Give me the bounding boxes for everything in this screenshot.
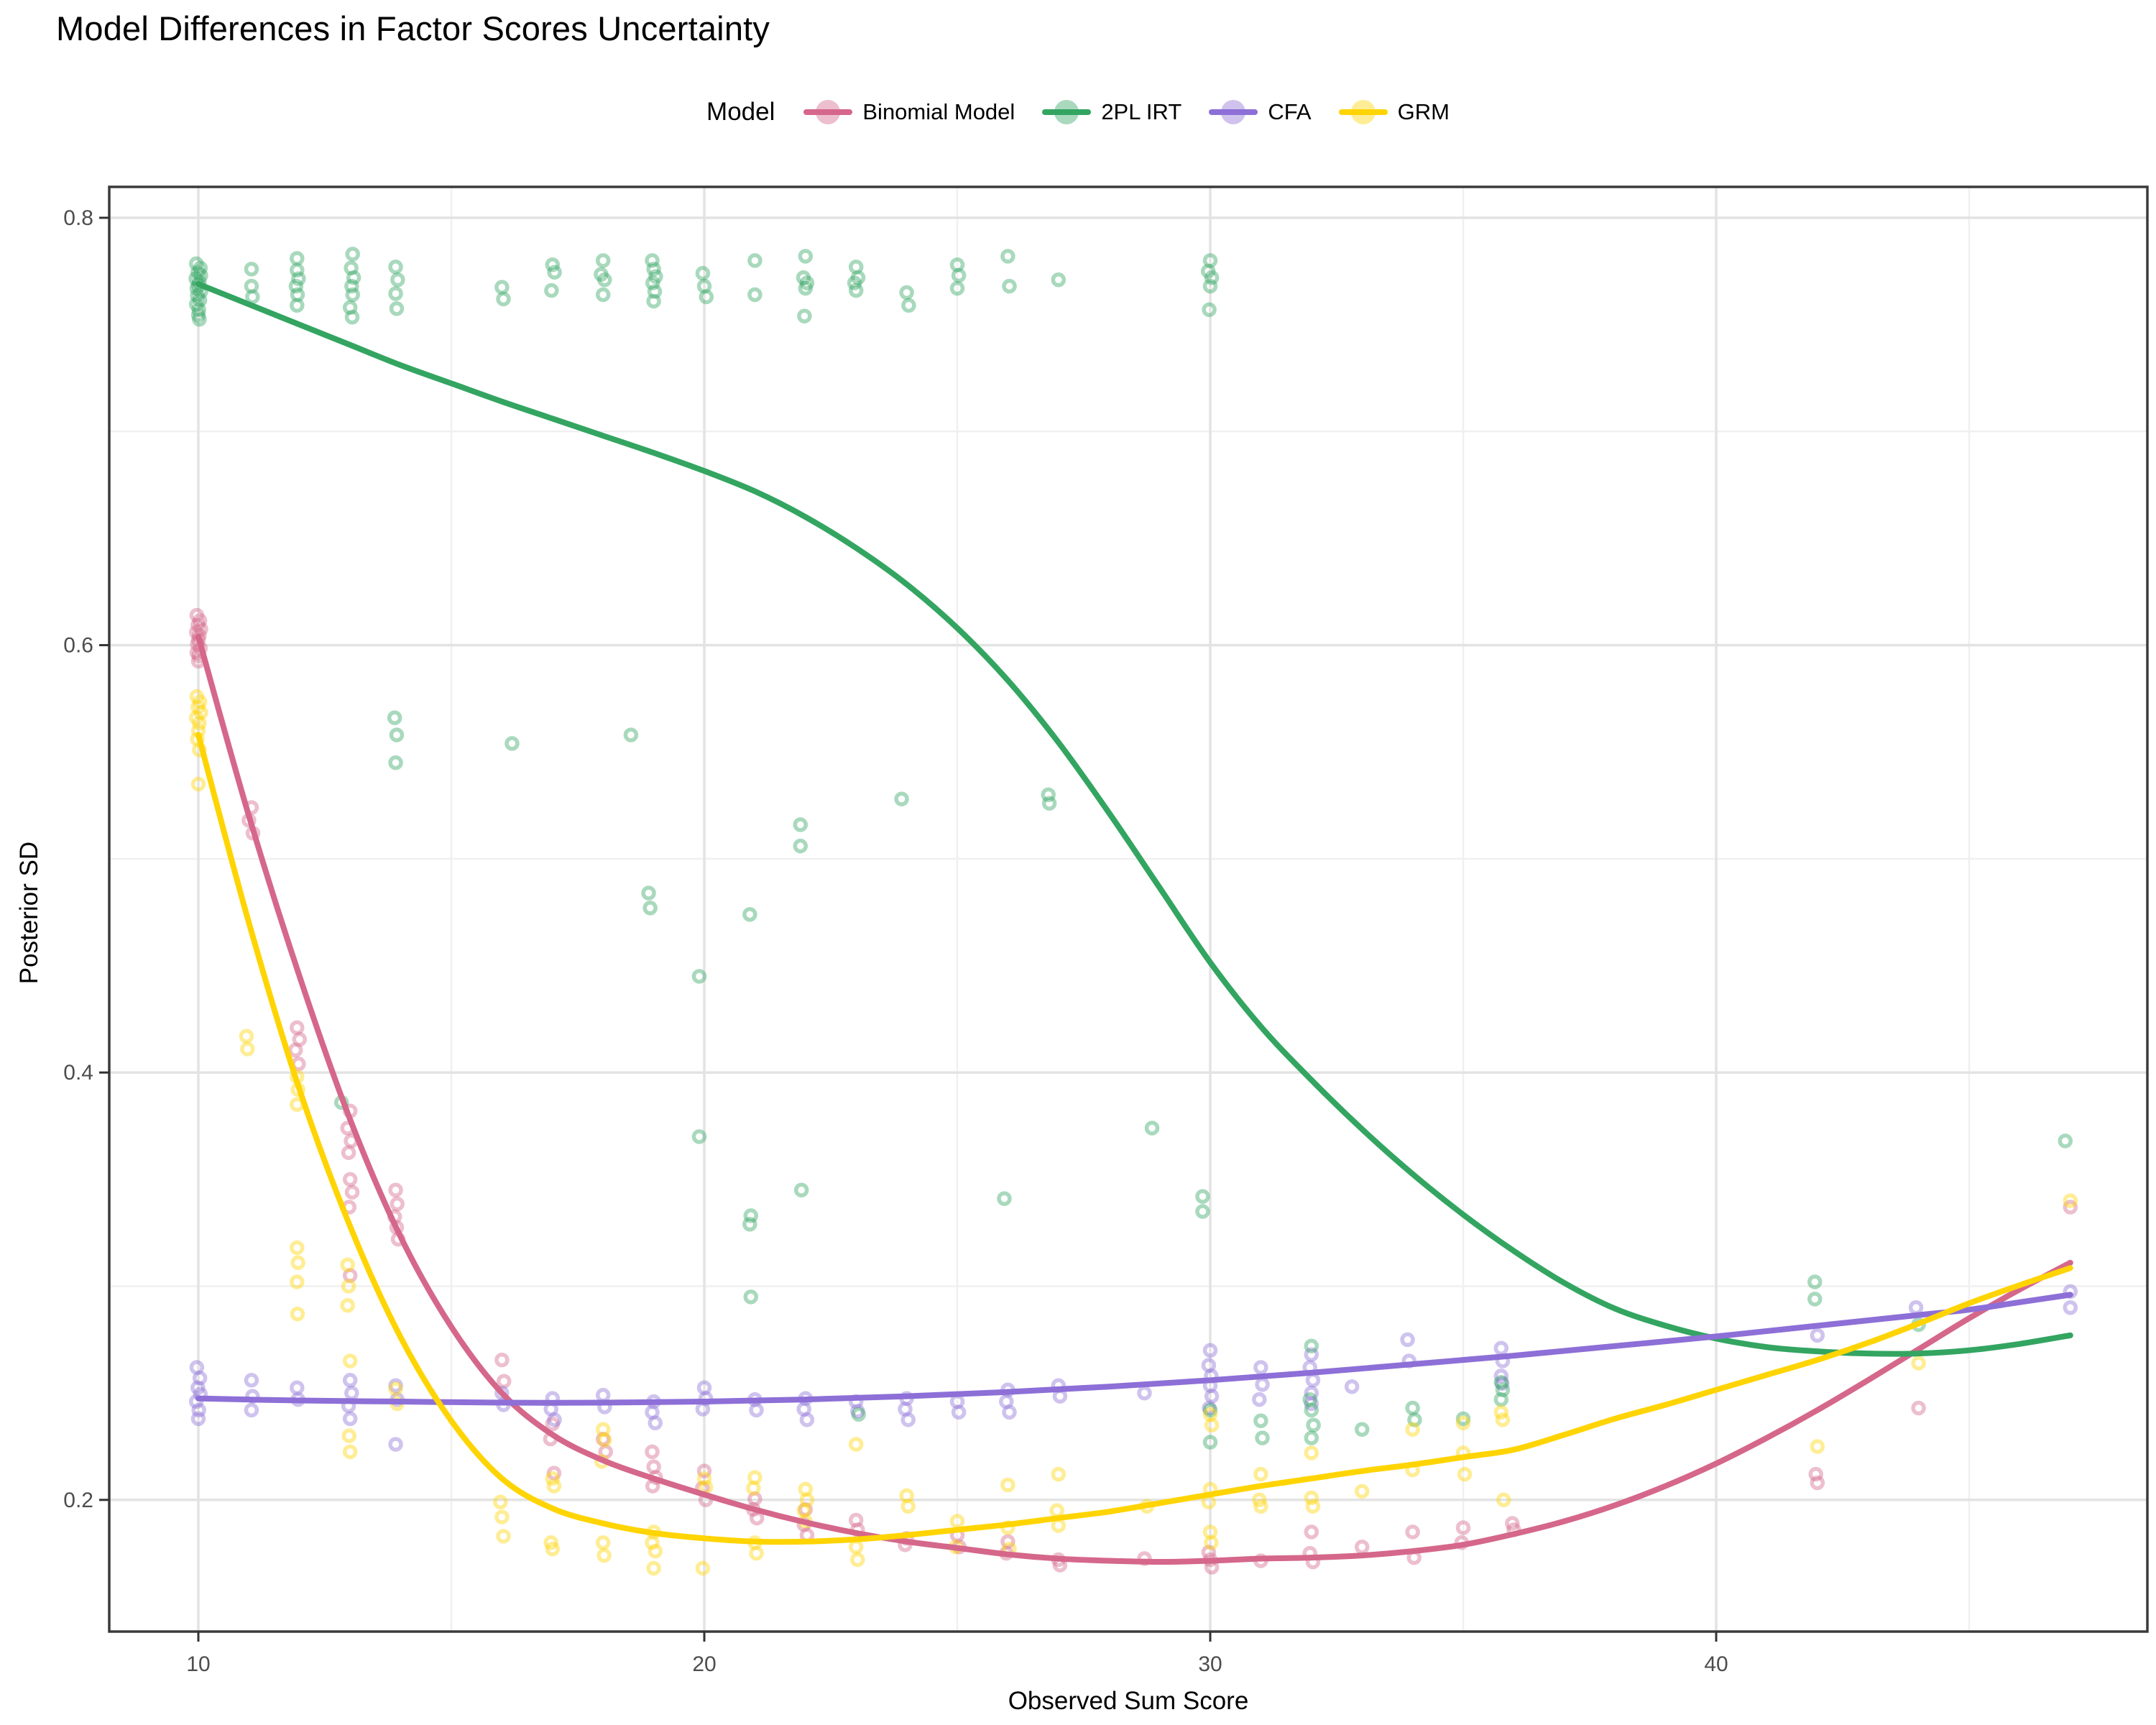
smooth-line-grm	[195, 732, 2073, 1545]
legend-key-binomial-model-icon	[803, 96, 853, 128]
x-tick-label: 10	[186, 1652, 210, 1676]
legend-key-grm-icon	[1338, 96, 1388, 128]
legend-label-2pl-irt: 2PL IRT	[1101, 99, 1182, 124]
y-tick-label: 0.6	[63, 634, 93, 658]
y-axis-title: Posterior SD	[15, 842, 43, 984]
x-axis-title: Observed Sum Score	[1008, 1687, 1249, 1715]
points-binomial-model	[188, 607, 2078, 1575]
points-grm	[188, 689, 2078, 1576]
legend-label-binomial-model: Binomial Model	[862, 99, 1015, 124]
x-tick-label: 20	[692, 1652, 716, 1676]
x-tick-label: 30	[1198, 1652, 1222, 1676]
legend: Model Binomial Model 2PL IRT CFA GRM	[0, 96, 2156, 128]
smooth-line-cfa	[195, 1292, 2073, 1406]
legend-key-cfa-icon	[1209, 96, 1258, 128]
legend-item-2pl-irt: 2PL IRT	[1042, 96, 1181, 128]
smooth-line-binomial-model	[195, 633, 2073, 1565]
legend-key-2pl-irt-icon	[1042, 96, 1092, 128]
chart-title: Model Differences in Factor Scores Uncer…	[56, 9, 770, 47]
legend-title: Model	[706, 98, 775, 126]
legend-label-cfa: CFA	[1268, 99, 1312, 124]
x-tick-label: 40	[1704, 1652, 1728, 1676]
legend-item-grm: GRM	[1338, 96, 1450, 128]
legend-item-cfa: CFA	[1209, 96, 1312, 128]
legend-label-grm: GRM	[1397, 99, 1450, 124]
y-tick-label: 0.2	[63, 1489, 93, 1512]
y-tick-label: 0.8	[63, 206, 93, 230]
y-tick-label: 0.4	[63, 1061, 93, 1085]
panel-border	[108, 185, 2149, 1633]
points-2pl-irt	[188, 247, 2073, 1450]
smooth-line-2pl-irt	[195, 281, 2073, 1357]
legend-item-binomial-model: Binomial Model	[803, 96, 1015, 128]
